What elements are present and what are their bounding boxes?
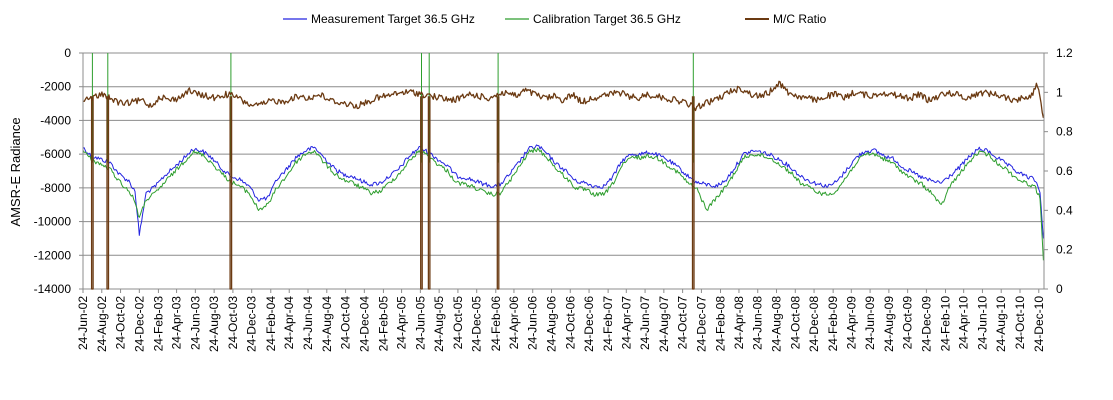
x-tick-label-16: 24-Feb-05 bbox=[376, 296, 390, 352]
x-tick-label-43: 24-Aug-09 bbox=[882, 296, 896, 352]
y2-tick-label-6: 0 bbox=[1056, 282, 1063, 296]
y2-tick-label-0: 1.2 bbox=[1056, 46, 1073, 60]
x-tick-label-6: 24-Jun-03 bbox=[188, 296, 202, 350]
x-tick-label-26: 24-Oct-06 bbox=[563, 296, 577, 350]
x-tick-label-47: 24-Apr-10 bbox=[957, 296, 971, 350]
x-tick-label-4: 24-Feb-03 bbox=[151, 296, 165, 352]
x-tick-label-20: 24-Oct-05 bbox=[451, 296, 465, 350]
x-tick-label-34: 24-Feb-08 bbox=[713, 296, 727, 352]
y2-tick-label-3: 0.6 bbox=[1056, 164, 1073, 178]
x-tick-label-30: 24-Jun-07 bbox=[638, 296, 652, 350]
x-tick-label-10: 24-Feb-04 bbox=[264, 296, 278, 352]
x-tick-label-12: 24-Jun-04 bbox=[301, 296, 315, 350]
y-tick-label-1: -2000 bbox=[40, 80, 71, 94]
x-tick-label-27: 24-Dec-06 bbox=[582, 296, 596, 352]
y2-tick-label-2: 0.8 bbox=[1056, 125, 1073, 139]
x-tick-label-19: 24-Aug-05 bbox=[432, 296, 446, 352]
y-axis-title: AMSR-E Radiance bbox=[8, 117, 23, 226]
x-tick-label-29: 24-Apr-07 bbox=[619, 296, 633, 350]
legend-label-0: Measurement Target 36.5 GHz bbox=[311, 12, 475, 26]
y-tick-label-2: -4000 bbox=[40, 113, 71, 127]
y-tick-label-7: -14000 bbox=[34, 282, 72, 296]
y2-tick-label-1: 1 bbox=[1056, 85, 1063, 99]
y2-tick-label-4: 0.4 bbox=[1056, 203, 1073, 217]
x-tick-label-40: 24-Feb-09 bbox=[826, 296, 840, 352]
series-line-2 bbox=[82, 80, 1045, 290]
y2-tick-label-5: 0.2 bbox=[1056, 243, 1073, 257]
x-tick-label-44: 24-Oct-09 bbox=[901, 296, 915, 350]
x-tick-label-5: 24-Apr-03 bbox=[170, 296, 184, 350]
x-tick-label-37: 24-Aug-08 bbox=[770, 296, 784, 352]
x-tick-label-48: 24-Jun-10 bbox=[975, 296, 989, 350]
x-tick-label-2: 24-Oct-02 bbox=[114, 296, 128, 350]
legend-label-1: Calibration Target 36.5 GHz bbox=[533, 12, 681, 26]
x-tick-label-1: 24-Aug-02 bbox=[95, 296, 109, 352]
x-tick-label-7: 24-Aug-03 bbox=[207, 296, 221, 352]
gridlines bbox=[83, 52, 1044, 290]
legend-label-2: M/C Ratio bbox=[773, 12, 827, 26]
x-tick-label-46: 24-Feb-10 bbox=[938, 296, 952, 352]
x-tick-label-36: 24-Jun-08 bbox=[751, 296, 765, 350]
x-tick-label-18: 24-Jun-05 bbox=[413, 296, 427, 350]
x-tick-label-9: 24-Dec-03 bbox=[245, 296, 259, 352]
x-tick-label-8: 24-Oct-03 bbox=[226, 296, 240, 350]
x-tick-label-11: 24-Apr-04 bbox=[282, 296, 296, 350]
x-tick-label-23: 24-Apr-06 bbox=[507, 296, 521, 350]
x-tick-label-32: 24-Oct-07 bbox=[676, 296, 690, 350]
x-tick-label-21: 24-Dec-05 bbox=[470, 296, 484, 352]
x-tick-label-28: 24-Feb-07 bbox=[601, 296, 615, 352]
x-tick-label-38: 24-Oct-08 bbox=[788, 296, 802, 350]
x-tick-label-13: 24-Aug-04 bbox=[320, 296, 334, 352]
x-tick-label-17: 24-Apr-05 bbox=[395, 296, 409, 350]
x-tick-label-51: 24-Dec-10 bbox=[1032, 296, 1046, 352]
x-tick-label-3: 24-Dec-02 bbox=[132, 296, 146, 352]
x-tick-label-31: 24-Aug-07 bbox=[657, 296, 671, 352]
x-tick-label-0: 24-Jun-02 bbox=[76, 296, 90, 350]
series-line-1 bbox=[82, 53, 1044, 261]
x-tick-label-24: 24-Jun-06 bbox=[526, 296, 540, 350]
series-line-0 bbox=[82, 144, 1044, 239]
y-tick-label-0: 0 bbox=[64, 46, 71, 60]
axes: 0 -2000 -4000 -6000 -8000 -10000 -12000 -14000 1… bbox=[34, 46, 1073, 352]
series-layer bbox=[82, 53, 1045, 290]
x-tick-label-42: 24-Jun-09 bbox=[863, 296, 877, 350]
x-tick-label-14: 24-Oct-04 bbox=[339, 296, 353, 350]
x-tick-label-50: 24-Oct-10 bbox=[1013, 296, 1027, 350]
x-tick-label-41: 24-Apr-09 bbox=[844, 296, 858, 350]
x-tick-label-49: 24-Aug-10 bbox=[994, 296, 1008, 352]
y-tick-label-3: -6000 bbox=[40, 147, 71, 161]
legend: Measurement Target 36.5 GHz Calibration T… bbox=[283, 12, 827, 26]
x-tick-label-33: 24-Dec-07 bbox=[694, 296, 708, 352]
x-tick-label-25: 24-Aug-06 bbox=[544, 296, 558, 352]
y-tick-label-5: -10000 bbox=[34, 215, 72, 229]
x-tick-label-22: 24-Feb-06 bbox=[489, 296, 503, 352]
x-tick-label-45: 24-Dec-09 bbox=[919, 296, 933, 352]
x-tick-label-35: 24-Apr-08 bbox=[732, 296, 746, 350]
x-tick-label-39: 24-Dec-08 bbox=[807, 296, 821, 352]
y-tick-label-6: -12000 bbox=[34, 248, 72, 262]
y-tick-label-4: -8000 bbox=[40, 181, 71, 195]
x-tick-label-15: 24-Dec-04 bbox=[357, 296, 371, 352]
